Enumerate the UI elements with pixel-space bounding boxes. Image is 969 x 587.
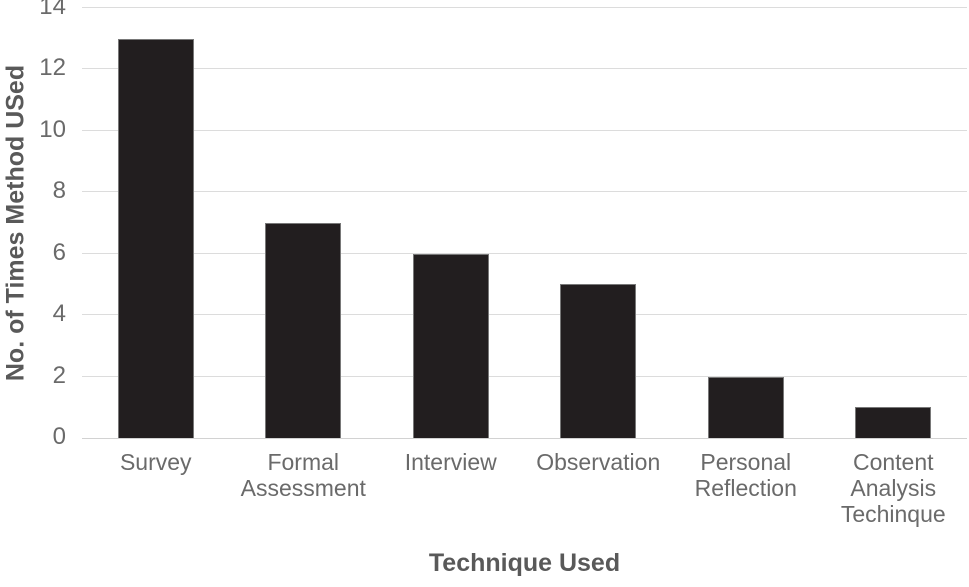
category-label-personal-reflection: Personal Reflection	[694, 449, 797, 501]
gridline-y-6	[82, 252, 967, 254]
gridline-y-2	[82, 375, 967, 377]
category-label-survey: Survey	[119, 449, 192, 475]
bar-interview	[412, 253, 489, 438]
y-tick-label-10: 10	[39, 115, 66, 143]
bar-survey	[117, 38, 194, 438]
y-tick-label-14: 14	[39, 0, 66, 20]
gridline-y-8	[82, 191, 967, 193]
category-label-formal-assessment: Formal Assessment	[240, 449, 366, 501]
y-tick-label-8: 8	[52, 177, 66, 205]
y-tick-label-2: 2	[52, 361, 66, 389]
gridline-y-12	[82, 68, 967, 70]
y-tick-label-4: 4	[52, 300, 66, 328]
category-label-content-analysis-techinque: Content Analysis Techinque	[840, 449, 946, 527]
y-tick-label-6: 6	[52, 238, 66, 266]
gridline-y-0	[82, 438, 967, 439]
y-tick-label-0: 0	[52, 423, 66, 450]
y-tick-label-12: 12	[39, 54, 66, 82]
category-label-observation: Observation	[536, 449, 661, 475]
x-axis-title: Technique Used	[428, 549, 621, 577]
bar-formal-assessment	[265, 223, 342, 438]
category-label-interview: Interview	[404, 449, 497, 475]
bar-personal-reflection	[707, 376, 784, 438]
gridline-y-4	[82, 314, 967, 316]
bar-observation	[560, 284, 637, 438]
bar-content-analysis-techinque	[855, 407, 932, 438]
plot-area	[82, 7, 967, 439]
gridline-y-14	[82, 7, 967, 8]
y-axis-tick-labels: 0 2 4 6 8 10 12 14	[0, 0, 66, 450]
gridline-y-10	[82, 129, 967, 131]
